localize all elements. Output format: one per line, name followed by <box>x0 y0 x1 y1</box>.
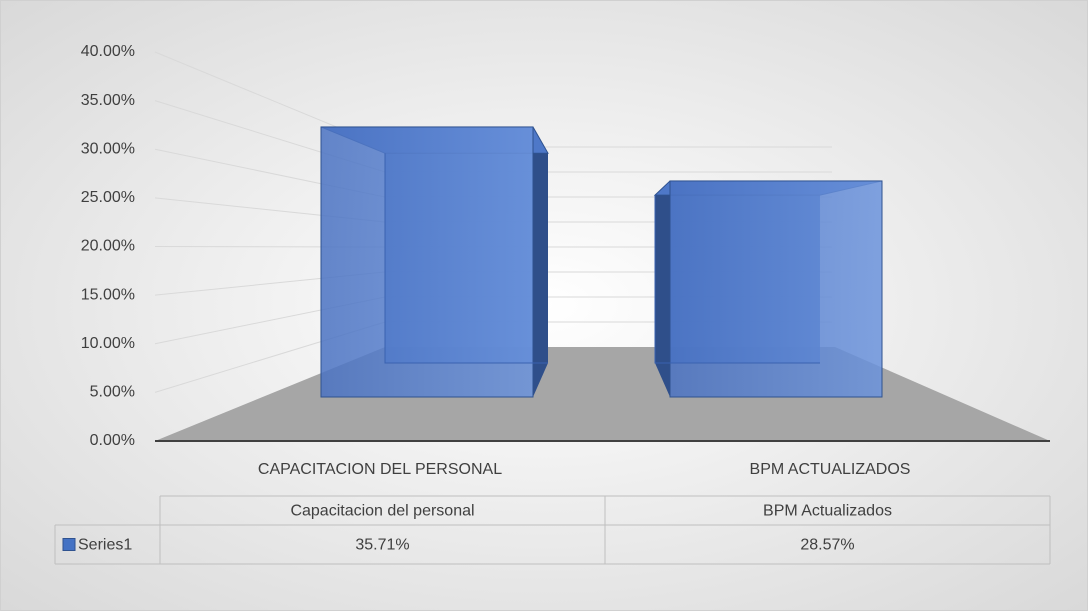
data-label: 35.71% <box>355 537 409 554</box>
x-tick-label: BPM ACTUALIZADOS <box>750 461 911 478</box>
bar-side <box>533 126 548 398</box>
table-header: BPM Actualizados <box>763 503 892 520</box>
bar <box>320 126 534 398</box>
legend-key <box>62 538 76 551</box>
y-tick-label: 5.00% <box>90 384 135 401</box>
bar-side <box>655 180 670 397</box>
bar <box>669 180 883 398</box>
bar-edge <box>384 153 548 364</box>
y-tick-label: 0.00% <box>90 432 135 449</box>
data-label: 28.57% <box>800 537 854 554</box>
y-tick-label: 10.00% <box>81 335 135 352</box>
y-tick-label: 40.00% <box>81 43 135 60</box>
x-tick-label: CAPACITACION DEL PERSONAL <box>258 461 502 478</box>
y-tick-label: 25.00% <box>81 189 135 206</box>
y-tick-label: 35.00% <box>81 92 135 109</box>
y-tick-label: 20.00% <box>81 238 135 255</box>
legend-label: Series1 <box>78 537 132 554</box>
y-tick-label: 30.00% <box>81 140 135 157</box>
y-tick-label: 15.00% <box>81 286 135 303</box>
table-header: Capacitacion del personal <box>290 503 474 520</box>
bar-edge <box>654 195 820 364</box>
